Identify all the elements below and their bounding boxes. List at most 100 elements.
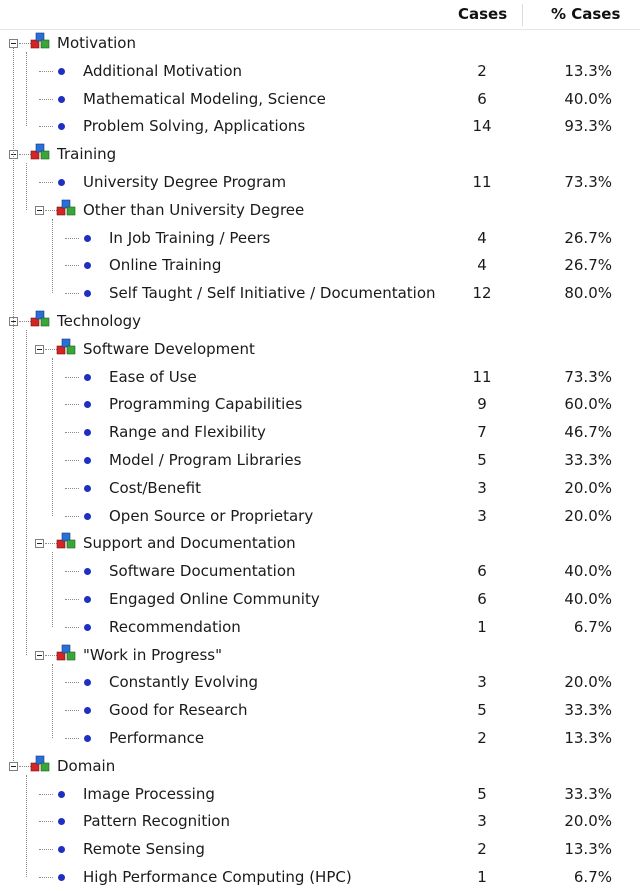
tree-item-label: University Degree Program [83, 173, 287, 191]
category-cubes-icon [55, 337, 77, 357]
code-bullet-icon [84, 512, 91, 520]
tree-group-row[interactable]: Other than University Degree [0, 197, 640, 224]
tree-connector [19, 321, 31, 322]
category-cubes-icon [29, 309, 51, 329]
pct-cases-value: 73.3% [564, 367, 612, 386]
pct-cases-value: 20.0% [564, 812, 612, 831]
tree-item-row[interactable]: In Job Training / Peers 4 26.7% [0, 225, 640, 252]
cases-value: 11 [472, 173, 492, 191]
pct-cases-value: 46.7% [564, 423, 612, 442]
collapse-toggle-icon[interactable] [9, 39, 18, 48]
tree-item-label: Range and Flexibility [109, 423, 266, 442]
tree-connector [19, 765, 31, 767]
tree-item-label: Constantly Evolving [109, 673, 259, 692]
tree-item-row[interactable]: Self Taught / Self Initiative / Document… [0, 280, 640, 307]
tree-item-row[interactable]: Additional Motivation 2 13.3% [0, 58, 640, 85]
tree-item-label: Self Taught / Self Initiative / Document… [109, 284, 436, 303]
code-bullet-icon [84, 623, 91, 631]
code-bullet-icon [84, 429, 91, 437]
tree-connector [65, 487, 79, 489]
collapse-toggle-icon[interactable] [35, 344, 44, 354]
tree-item-row[interactable]: Model / Program Libraries 5 33.3% [0, 447, 640, 474]
tree-item-row[interactable]: Open Source or Proprietary 3 20.0% [0, 503, 640, 530]
cases-value: 1 [477, 617, 487, 636]
tree-connector [39, 793, 53, 795]
column-divider[interactable] [522, 4, 523, 26]
collapse-toggle-icon[interactable] [35, 650, 44, 660]
tree-item-row[interactable]: Programming Capabilities 9 60.0% [0, 391, 640, 418]
cases-value: 6 [477, 89, 487, 108]
tree-item-row[interactable]: University Degree Program 11 73.3% [0, 169, 640, 196]
code-bullet-icon [84, 457, 91, 464]
tree-connector [65, 376, 79, 378]
tree-item-row[interactable]: High Performance Computing (HPC) 1 6.7% [0, 864, 640, 891]
tree-connector [52, 552, 53, 627]
tree-group-row[interactable]: Software Development [0, 336, 640, 363]
tree-connector [65, 710, 79, 712]
tree-connector [39, 70, 53, 72]
pct-cases-value: 20.0% [564, 506, 612, 525]
category-cubes-icon [55, 643, 77, 663]
category-cubes-icon [29, 31, 51, 51]
cases-value: 5 [477, 451, 487, 469]
tree-item-row[interactable]: Range and Flexibility 7 46.7% [0, 419, 640, 446]
tree-connector [19, 154, 31, 156]
code-bullet-icon [84, 707, 91, 715]
tree-group-row[interactable]: "Work in Progress" [0, 642, 640, 669]
tree-item-label: High Performance Computing (HPC) [83, 868, 352, 886]
tree-item-row[interactable]: Engaged Online Community 6 40.0% [0, 586, 640, 613]
cases-value: 1 [477, 868, 487, 886]
code-bullet-icon [84, 234, 91, 242]
tree-group-label: Technology [57, 312, 142, 330]
tree-item-row[interactable]: Performance 2 13.3% [0, 725, 640, 752]
tree-connector [65, 626, 79, 628]
tree-group-row[interactable]: Support and Documentation [0, 530, 640, 557]
tree-item-row[interactable]: Software Documentation 6 40.0% [0, 558, 640, 585]
tree-group-row[interactable]: Training [0, 141, 640, 168]
tree-item-row[interactable]: Online Training 4 26.7% [0, 252, 640, 279]
tree-group-row[interactable]: Domain [0, 753, 640, 780]
cases-value: 9 [477, 395, 487, 414]
tree-group-row[interactable]: Technology [0, 308, 640, 335]
pct-cases-value: 80.0% [564, 284, 612, 303]
tree-connector [52, 663, 53, 738]
collapse-toggle-icon[interactable] [35, 205, 44, 215]
pct-cases-value: 60.0% [564, 395, 612, 414]
collapse-toggle-icon[interactable] [35, 539, 44, 549]
cases-column-header[interactable]: Cases [458, 5, 508, 23]
tree-connector [39, 849, 53, 851]
collapse-toggle-icon[interactable] [9, 761, 18, 771]
tree-item-row[interactable]: Image Processing 5 33.3% [0, 781, 640, 808]
tree-item-row[interactable]: Ease of Use 11 73.3% [0, 364, 640, 391]
tree-group-row[interactable]: Motivation [0, 30, 640, 57]
pct-cases-column-header[interactable]: % Cases [551, 5, 621, 23]
tree-connector [65, 404, 79, 406]
tree-item-row[interactable]: Good for Research 5 33.3% [0, 697, 640, 724]
pct-cases-value: 6.7% [573, 617, 612, 636]
tree-item-row[interactable]: Mathematical Modeling, Science 6 40.0% [0, 86, 640, 113]
pct-cases-value: 40.0% [564, 590, 612, 608]
tree-connector [39, 98, 53, 100]
pct-cases-value: 26.7% [564, 256, 612, 275]
pct-cases-value: 40.0% [564, 562, 612, 581]
cases-value: 11 [472, 367, 492, 386]
tree-item-label: Open Source or Proprietary [109, 506, 314, 525]
tree-item-row[interactable]: Constantly Evolving 3 20.0% [0, 669, 640, 696]
codebook-tree: Motivation Additional Motivation 2 13.3% Mat… [0, 30, 640, 886]
tree-connector [26, 163, 27, 210]
tree-connector [39, 126, 53, 128]
cases-value: 6 [477, 590, 487, 608]
tree-item-row[interactable]: Pattern Recognition 3 20.0% [0, 808, 640, 835]
tree-connector [52, 357, 53, 516]
cases-value: 5 [477, 701, 487, 720]
tree-connector [52, 218, 53, 294]
tree-connector [19, 43, 31, 44]
tree-connector [39, 877, 53, 878]
tree-item-row[interactable]: Problem Solving, Applications 14 93.3% [0, 113, 640, 140]
tree-item-row[interactable]: Recommendation 1 6.7% [0, 614, 640, 641]
code-bullet-icon [58, 179, 65, 186]
tree-item-row[interactable]: Cost/Benefit 3 20.0% [0, 475, 640, 502]
cases-value: 5 [477, 784, 487, 803]
tree-item-row[interactable]: Remote Sensing 2 13.3% [0, 836, 640, 863]
tree-connector [26, 774, 27, 877]
